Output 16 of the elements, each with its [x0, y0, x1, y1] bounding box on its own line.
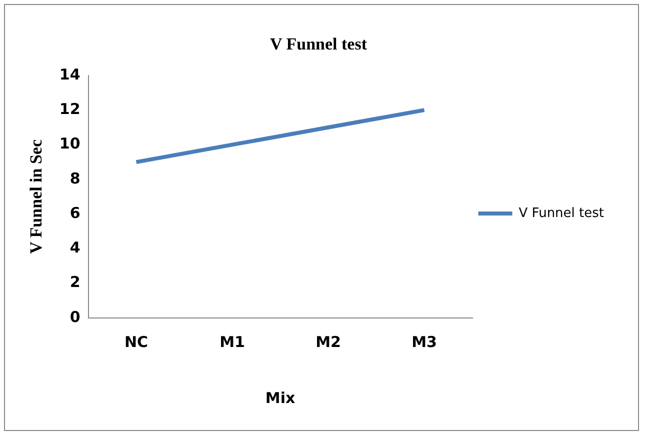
y-tick-label: 10 [59, 134, 80, 153]
y-tick-label: 0 [70, 308, 80, 326]
y-tick-label: 12 [59, 100, 80, 118]
y-tick-label: 4 [70, 238, 80, 257]
x-tick-label: M2 [316, 332, 341, 351]
x-tick-label: NC [124, 332, 148, 351]
y-tick-label: 8 [70, 169, 80, 188]
y-tick-label: 14 [59, 65, 80, 84]
y-tick-label: 2 [70, 273, 80, 292]
y-tick-label: 6 [70, 204, 80, 222]
x-tick-label: M3 [412, 332, 437, 351]
y-axis-title: V Funnel in Sec [26, 139, 46, 254]
x-tick-label: M1 [220, 332, 245, 351]
chart-title: V Funnel test [270, 34, 368, 54]
legend-label: V Funnel test [518, 206, 604, 221]
x-axis-title: Mix [265, 388, 296, 407]
